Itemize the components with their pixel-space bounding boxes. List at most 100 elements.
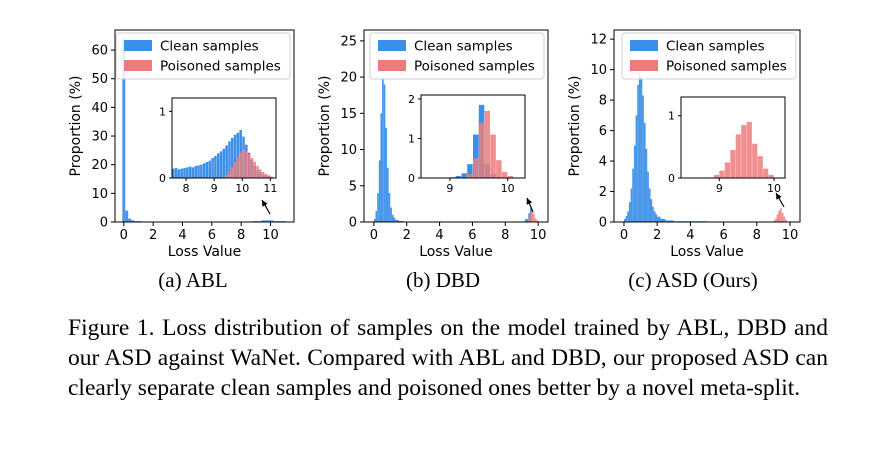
histogram-bar xyxy=(638,72,641,223)
inset-bar xyxy=(467,174,473,178)
histogram-bar xyxy=(377,193,379,222)
histogram-bar xyxy=(775,218,777,222)
legend-swatch xyxy=(630,60,658,71)
inset-bar xyxy=(191,167,195,178)
inset-bar xyxy=(473,134,479,178)
inset-bar xyxy=(768,174,774,178)
legend-label: Clean samples xyxy=(414,39,513,55)
inset-bar xyxy=(501,172,508,178)
inset-bar xyxy=(247,154,251,178)
inset-bar xyxy=(194,166,197,178)
inset-y-tick-label: 1 xyxy=(408,132,415,145)
inset-bar xyxy=(231,167,234,178)
y-tick-label: 0 xyxy=(349,216,357,231)
legend-swatch xyxy=(124,60,152,71)
histogram-bar xyxy=(630,188,633,222)
histogram-bar xyxy=(387,167,389,222)
inset-bar xyxy=(180,168,183,178)
y-axis-label: Proportion (%) xyxy=(68,76,84,177)
histogram-bar xyxy=(780,208,782,222)
inset-x-tick-label: 9 xyxy=(716,182,723,195)
inset-x-tick-label: 10 xyxy=(235,182,249,195)
inset-bar xyxy=(484,110,491,178)
inset-bar xyxy=(270,176,273,178)
histogram-bar xyxy=(393,217,396,222)
inset-bar xyxy=(200,164,203,178)
histogram-bar xyxy=(647,171,649,222)
histogram-bar xyxy=(529,213,532,222)
x-tick-label: 8 xyxy=(501,228,509,243)
subcaption-asd: (c) ASD (Ours) xyxy=(628,268,758,292)
x-tick-label: 2 xyxy=(403,228,411,243)
histogram-bar xyxy=(261,220,274,222)
x-tick-label: 6 xyxy=(468,228,476,243)
inset-bar xyxy=(177,169,181,178)
inset-bar xyxy=(228,171,231,178)
figure-caption: Figure 1. Loss distribution of samples o… xyxy=(68,315,828,401)
inset-bar xyxy=(259,169,262,178)
inset-bar xyxy=(233,134,237,178)
y-tick-label: 60 xyxy=(91,44,108,59)
histogram-bar xyxy=(781,212,784,222)
y-tick-label: 8 xyxy=(599,94,607,109)
histogram-bar xyxy=(395,219,399,222)
legend-swatch xyxy=(630,40,658,51)
inset-bar xyxy=(233,162,237,178)
zoom-arrow-head xyxy=(526,198,533,205)
histogram-bar xyxy=(632,168,634,222)
x-tick-label: 4 xyxy=(435,228,443,243)
inset-bar xyxy=(225,145,228,178)
histogram-bar xyxy=(665,220,674,222)
inset-bar xyxy=(205,162,209,178)
inset-bar xyxy=(245,151,248,178)
inset-y-tick-label: 0 xyxy=(668,172,675,185)
inset-bar xyxy=(219,151,223,178)
histogram-bar xyxy=(652,206,654,222)
histogram-bar xyxy=(380,113,383,222)
histogram-bar xyxy=(525,219,529,222)
x-tick-label: 0 xyxy=(120,228,128,243)
x-tick-label: 8 xyxy=(753,228,761,243)
y-tick-label: 10 xyxy=(590,63,607,78)
inset-y-tick-label: 0 xyxy=(408,172,415,185)
legend-swatch xyxy=(378,40,406,51)
x-tick-label: 6 xyxy=(208,228,216,243)
histogram-bar xyxy=(378,160,381,222)
inset-bar xyxy=(719,170,725,178)
inset-bar xyxy=(222,148,226,178)
histogram-bar xyxy=(128,218,132,222)
y-tick-label: 12 xyxy=(590,33,607,48)
x-tick-label: 2 xyxy=(653,228,661,243)
x-axis-label: Loss Value xyxy=(168,244,242,260)
inset-bar xyxy=(231,138,234,178)
histogram-bar xyxy=(657,216,661,222)
legend-box xyxy=(369,32,545,80)
histogram-bar xyxy=(391,214,394,222)
x-axis-label: Loss Value xyxy=(419,244,493,260)
histogram-bar xyxy=(783,216,786,222)
histogram-bar xyxy=(623,218,626,222)
inset-frame xyxy=(420,94,526,179)
x-tick-label: 4 xyxy=(178,228,186,243)
inset-bar xyxy=(250,158,254,178)
histogram-bar xyxy=(773,220,776,222)
histogram-bar xyxy=(398,220,404,222)
y-tick-label: 50 xyxy=(91,72,108,87)
histogram-bar xyxy=(382,77,384,223)
inset-frame xyxy=(171,97,277,179)
inset-bar xyxy=(746,121,752,178)
inset-bar xyxy=(467,164,473,178)
histogram-bar xyxy=(528,218,530,222)
x-tick-label: 6 xyxy=(719,228,727,243)
x-tick-label: 8 xyxy=(237,228,245,243)
inset-x-tick-label: 9 xyxy=(446,182,453,195)
histogram-bar xyxy=(650,199,653,222)
x-axis-label: Loss Value xyxy=(670,244,744,260)
legend-box xyxy=(115,32,291,80)
y-tick-label: 40 xyxy=(91,101,108,116)
inset-bar xyxy=(261,172,265,178)
legend-label: Poisoned samples xyxy=(160,59,281,75)
inset-bar xyxy=(242,150,245,178)
inset-bar xyxy=(473,158,479,178)
